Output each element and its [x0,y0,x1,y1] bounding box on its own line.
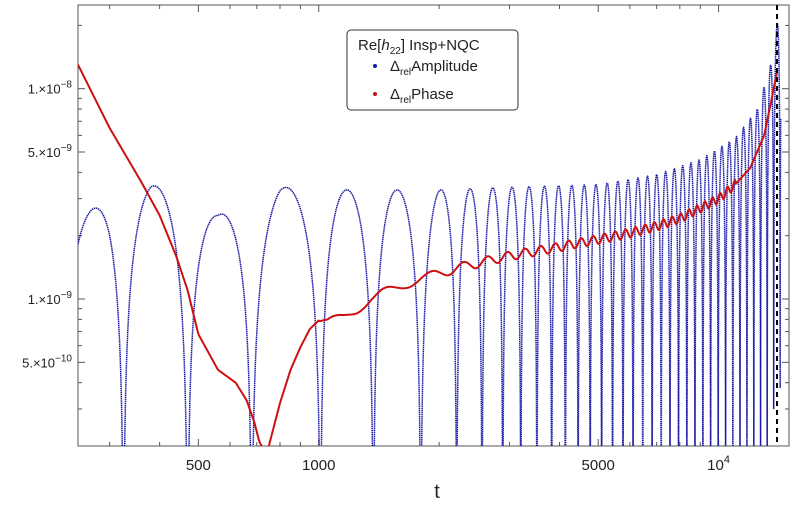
series-amplitude [78,23,782,446]
y-tick-label: 1.×10−8 [28,80,73,97]
y-tick-label: 5.×10−9 [28,143,73,160]
plot-frame [77,4,790,447]
legend-marker-amplitude [373,64,377,68]
y-minor-ticks [78,24,789,447]
x-tick-label: 104 [707,454,730,474]
legend-entry-amplitude: ΔrelAmplitude [390,58,478,78]
legend-title: Re[h22] Insp+NQC [358,37,480,57]
x-tick-label: 1000 [302,457,335,474]
y-tick-label: 1.×10−9 [28,290,73,307]
phase-line [78,64,779,446]
x-tick-label: 5000 [582,457,615,474]
legend-marker-phase [373,92,377,96]
y-tick-label: 5.×10−10 [22,353,72,370]
x-axis-label: t [434,481,440,503]
legend: Re[h22] Insp+NQC ΔrelAmplitude ΔrelPhase [346,29,519,111]
legend-box [346,29,519,111]
x-tick-label: 500 [186,457,211,474]
y-ticks: 1.×10−8 5.×10−9 1.×10−9 5.×10−10 [22,80,72,371]
amplitude-line [78,23,782,446]
series-phase [78,64,779,446]
legend-entry-phase: ΔrelPhase [390,86,454,106]
x-minor-ticks [109,5,720,446]
x-ticks: 500 1000 5000 104 [186,454,730,474]
